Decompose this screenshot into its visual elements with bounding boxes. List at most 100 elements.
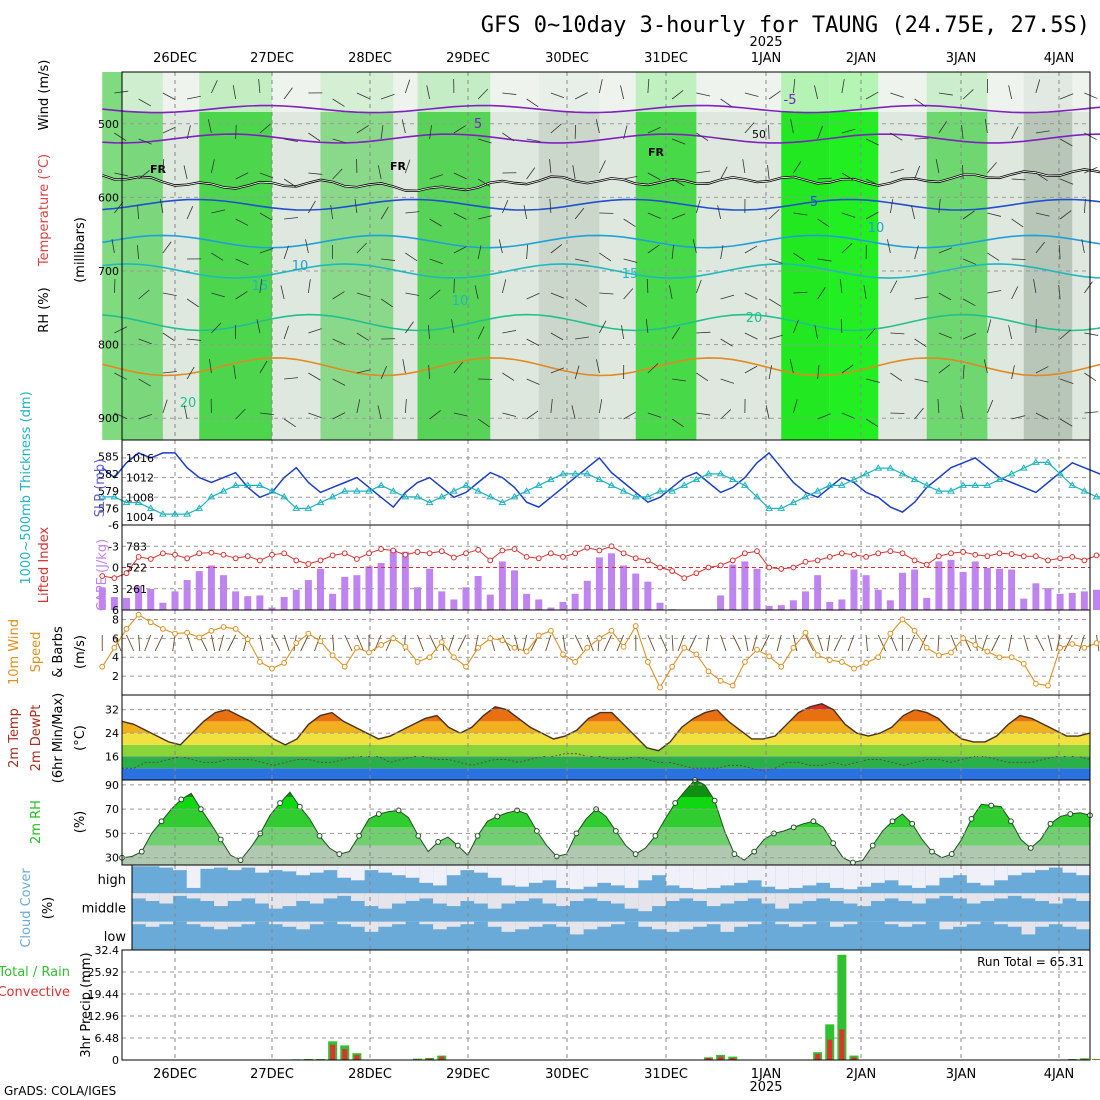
wind-barb [428, 365, 431, 380]
cloud-clear-cell [788, 893, 804, 904]
wind-barb [744, 245, 758, 254]
wind-barb [841, 79, 845, 94]
cloud-cell [241, 865, 256, 894]
wind-barb [841, 412, 855, 419]
wind-barb [595, 119, 600, 134]
cloud-cell [994, 893, 1009, 922]
isotherm-label: 15 [622, 267, 639, 282]
cloud-cell [583, 893, 598, 922]
thickness-marker [122, 498, 131, 506]
wind-barb [817, 125, 823, 140]
cape-bar [414, 587, 421, 610]
cloud-cell [624, 921, 639, 950]
cape-bar [850, 569, 858, 610]
wind-10m-barb [417, 634, 425, 652]
cloud-cell [323, 921, 338, 950]
wind-barb [623, 258, 638, 263]
wind-barb [235, 408, 246, 420]
wind-barb [283, 418, 296, 428]
wind-barb [308, 172, 323, 175]
wind-barb [720, 409, 732, 420]
wind-10m-barb [950, 634, 958, 652]
cloud-cell [132, 893, 147, 922]
lifted-index-marker [911, 557, 918, 564]
wind-barb [647, 363, 659, 374]
thickness-marker [668, 487, 677, 494]
wind-barb [138, 169, 150, 180]
cloud-clear-cell [775, 865, 790, 890]
wind-speed-marker [547, 627, 554, 634]
wind-10m-barb [705, 634, 709, 652]
lifted-index-marker [317, 557, 324, 564]
wind-barb [332, 98, 345, 107]
wind-barb [817, 177, 832, 180]
wind-barb [114, 172, 129, 177]
wind-barb [865, 91, 879, 100]
wind-barb [427, 325, 431, 340]
cloud-clear-cell [186, 893, 201, 899]
thickness-marker [425, 498, 434, 506]
bottom-year-label: 2025 [749, 1080, 782, 1095]
temp-band [122, 756, 1090, 769]
rh-marker [790, 824, 797, 831]
wind-barb [477, 88, 489, 100]
cape-bar [462, 587, 470, 610]
temp-line [121, 703, 1091, 752]
cloud-cell [227, 921, 242, 950]
cloud-cell [268, 865, 284, 894]
wind-barb [1033, 279, 1037, 294]
cape-bar [789, 600, 797, 610]
cloud-cell [474, 921, 489, 950]
wind-barb [478, 138, 492, 144]
wind-barb [671, 178, 685, 187]
lifted-index-marker [414, 549, 421, 555]
wind-barb [138, 138, 152, 145]
lifted-index-marker [208, 549, 215, 556]
thickness-marker [740, 481, 749, 488]
thickness-marker [1080, 487, 1089, 494]
cloud-clear-cell [720, 865, 735, 886]
dewpoint-line [122, 753, 1091, 772]
wind-10m-barb [259, 634, 264, 652]
cloud-clear-cell [474, 893, 489, 904]
cloud-clear-cell [665, 865, 680, 886]
wind-barb [623, 175, 638, 180]
cloud-cell [227, 865, 242, 894]
wind-barb [183, 165, 188, 180]
temp-y-tick: 32 [105, 704, 119, 717]
cloud-clear-cell [829, 921, 845, 927]
wind-barb [575, 336, 590, 340]
cloud-cell [528, 893, 544, 922]
cloud-clear-cell [994, 865, 1009, 881]
lifted-index-marker [281, 550, 288, 557]
cloud-clear-cell [857, 893, 872, 907]
wind-10m-barb [720, 634, 727, 652]
wind-barb [429, 125, 432, 140]
wind-barb [671, 138, 686, 145]
wind-barb [136, 245, 140, 260]
wind-barb [1059, 93, 1074, 100]
bottom-date-label: 30DEC [545, 1067, 589, 1082]
rh-marker [237, 857, 244, 864]
cloud-cell [145, 865, 160, 894]
lifted-index-marker [778, 566, 785, 572]
wind-speed-marker [256, 659, 263, 665]
wind-barb [987, 212, 1002, 217]
cloud-clear-cell [720, 921, 735, 932]
wind-barb [768, 90, 781, 100]
wind-speed-marker [741, 659, 748, 665]
wind-speed-marker [208, 627, 215, 634]
wind-barb [259, 123, 271, 134]
cloud-clear-cell [624, 893, 639, 909]
cloud-cell [816, 921, 831, 950]
cloud-cell [925, 921, 940, 950]
cloud-cell [337, 921, 352, 950]
wind-barb [526, 292, 540, 300]
wind-barb [623, 411, 636, 420]
wind-barb [332, 291, 345, 300]
cloud-clear-cell [693, 865, 708, 890]
wind-barb [114, 90, 129, 94]
cloud-clear-cell [857, 865, 872, 887]
precip-y-tick: 25.92 [88, 966, 120, 979]
wind-speed-marker [184, 629, 191, 636]
